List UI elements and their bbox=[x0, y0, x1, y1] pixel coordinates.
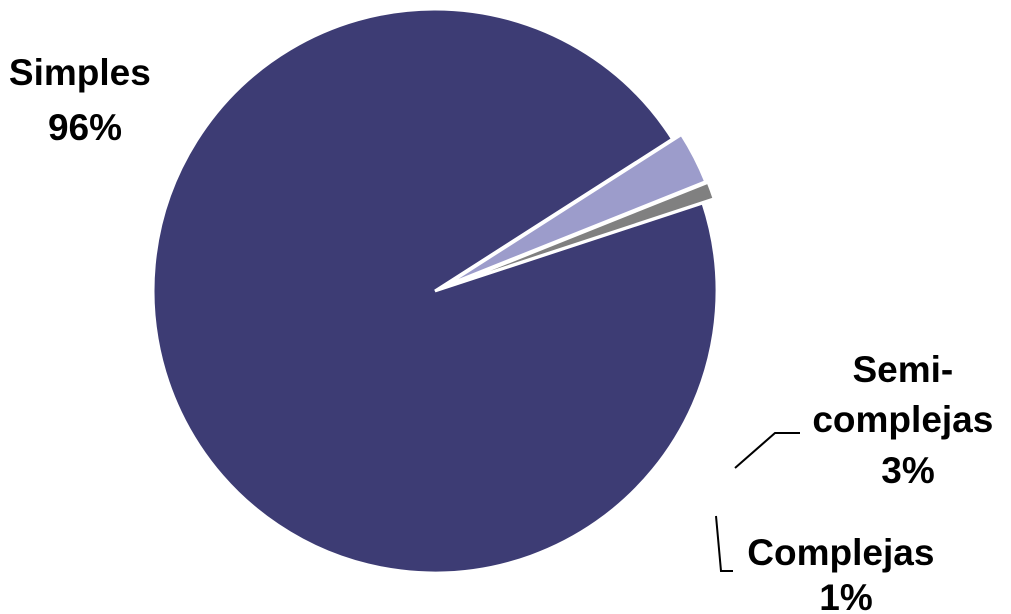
pie-slice-simples bbox=[151, 7, 719, 575]
leader-lines bbox=[715, 432, 800, 572]
pie-slices bbox=[151, 7, 719, 575]
pie-slice-semi-complejas bbox=[443, 132, 708, 288]
slice-label-simples: Simples 96% bbox=[9, 52, 161, 148]
slice-value-complejas: 1% bbox=[819, 577, 872, 614]
slice-value-simples: 96% bbox=[48, 107, 122, 148]
slice-label-complejas: Complejas 1% bbox=[747, 532, 944, 614]
leader-line-semi-complejas bbox=[734, 432, 800, 469]
slice-value-semi-complejas: 3% bbox=[881, 450, 934, 491]
pie-slice-complejas bbox=[445, 180, 717, 289]
slice-name-semi-line2: complejas bbox=[812, 399, 993, 440]
slice-name-simples: Simples bbox=[9, 52, 151, 93]
slice-label-semi-complejas: Semi- complejas 3% bbox=[812, 349, 1003, 491]
slice-name-complejas: Complejas bbox=[747, 532, 934, 573]
leader-line-complejas bbox=[715, 515, 733, 572]
slice-name-semi-line1: Semi- bbox=[852, 349, 953, 390]
